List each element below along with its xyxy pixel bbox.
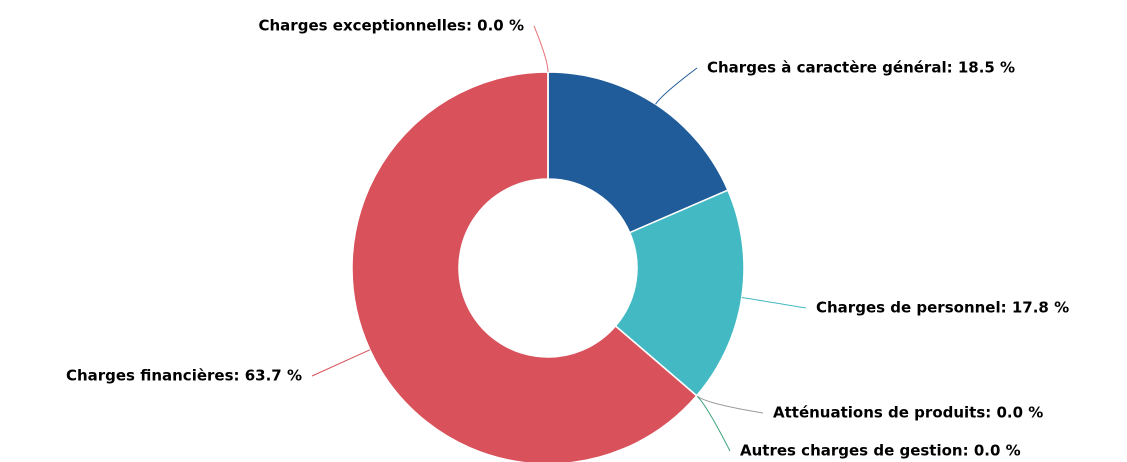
leader-line <box>741 296 807 309</box>
data-label: Charges à caractère général: 18.5 % <box>707 59 1015 77</box>
leader-line <box>655 67 698 105</box>
leader-line <box>533 25 549 73</box>
data-label: Charges de personnel: 17.8 % <box>816 299 1069 317</box>
slice <box>614 189 745 397</box>
data-label: Autres charges de gestion: 0.0 % <box>740 442 1021 460</box>
leader-line <box>696 395 731 452</box>
leader-line <box>311 349 371 377</box>
data-label: Charges financières: 63.7 % <box>66 367 302 385</box>
slice <box>351 71 698 462</box>
data-label: Charges exceptionnelles: 0.0 % <box>259 17 525 35</box>
data-label: Atténuations de produits: 0.0 % <box>773 404 1043 422</box>
leader-line <box>696 395 764 414</box>
slice <box>547 71 729 234</box>
